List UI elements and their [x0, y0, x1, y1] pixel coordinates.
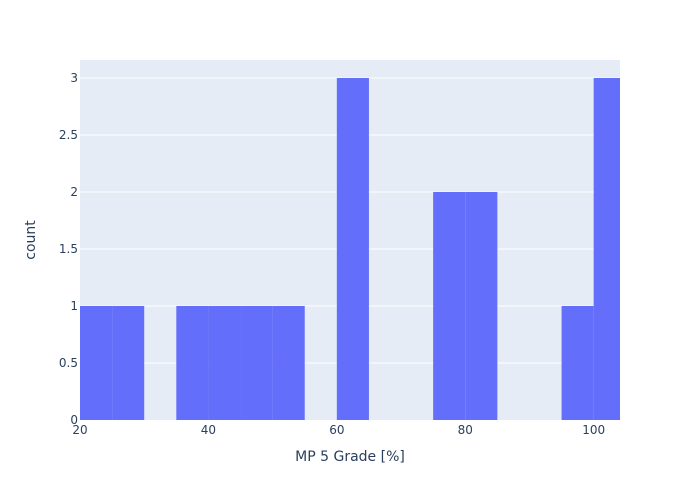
bars	[80, 78, 620, 420]
histogram-bar	[240, 306, 273, 420]
x-tick-label: 60	[329, 423, 344, 437]
histogram-bar	[272, 306, 305, 420]
histogram-bar	[176, 306, 209, 420]
histogram-bar	[336, 78, 369, 420]
histogram-bar	[80, 306, 113, 420]
y-tick-label: 0.5	[59, 356, 78, 370]
y-tick-labels: 0 0.5 1 1.5 2 2.5 3	[59, 71, 78, 427]
histogram-bar	[593, 78, 620, 420]
x-tick-label: 40	[201, 423, 216, 437]
histogram-bar	[561, 306, 594, 420]
histogram-bar	[433, 192, 466, 420]
y-axis-title: count	[23, 220, 39, 260]
y-tick-label: 2.5	[59, 128, 78, 142]
y-tick-label: 0	[70, 413, 78, 427]
x-tick-label: 100	[582, 423, 605, 437]
histogram-bar	[112, 306, 145, 420]
x-axis-title: MP 5 Grade [%]	[295, 449, 405, 465]
x-tick-labels: 20 40 60 80 100	[72, 423, 605, 437]
x-tick-label: 20	[72, 423, 87, 437]
y-tick-label: 1	[70, 299, 78, 313]
histogram-bar	[208, 306, 241, 420]
y-tick-label: 2	[70, 185, 78, 199]
x-tick-label: 80	[458, 423, 473, 437]
histogram-bar	[465, 192, 498, 420]
y-tick-label: 1.5	[59, 242, 78, 256]
y-tick-label: 3	[70, 71, 78, 85]
